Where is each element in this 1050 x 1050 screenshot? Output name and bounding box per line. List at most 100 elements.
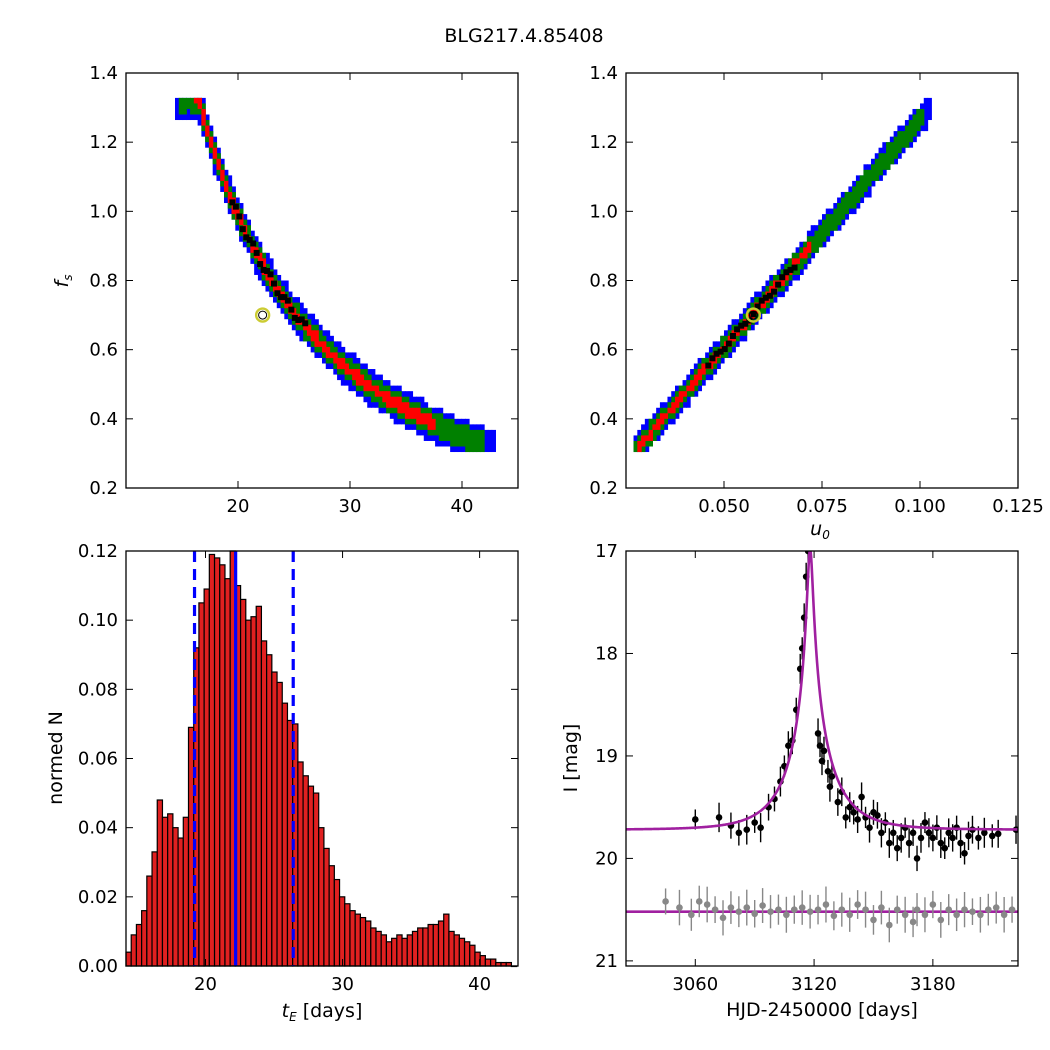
fs-vs-te-panel: 20 30 40 0.2 0.4 0.6 0.8 1.0 1.2 1.4 fs	[51, 63, 519, 517]
best-chain-cell	[754, 303, 761, 310]
density-cell-1-sigma	[637, 440, 642, 453]
x-tick-label: 3180	[910, 974, 956, 995]
histogram-bar	[463, 941, 471, 967]
density-cell-2-sigma	[178, 97, 184, 115]
density-cell-2-sigma	[465, 424, 470, 453]
te-histogram-bars	[125, 550, 518, 968]
histogram-bar	[198, 602, 205, 967]
data-point	[751, 819, 758, 826]
data-point	[757, 824, 764, 831]
histogram-bar	[469, 944, 476, 967]
histogram-bar	[391, 937, 398, 967]
density-cell-1-sigma	[201, 108, 206, 126]
best-chain-cell	[253, 249, 260, 256]
density-cell-1-sigma	[663, 413, 669, 419]
y-tick-label: 0.8	[89, 271, 118, 292]
light-curve-ticks: 3060 3120 3180 17 18 19 20 21	[595, 541, 1018, 995]
data-point	[828, 773, 836, 780]
density-cell-2-sigma	[829, 214, 834, 231]
density-cell-1-sigma	[337, 357, 342, 370]
histogram-bar	[364, 920, 372, 967]
density-cell-2-sigma	[893, 136, 898, 159]
x-tick-label: 0.100	[894, 496, 946, 517]
density-cell-2-sigma	[901, 131, 906, 148]
light-curve-inner	[626, 551, 1018, 943]
fs-vs-u0-panel: 0.050 0.075 0.100 0.125 0.2 0.4 0.6 0.8 1.0 1.2 1.…	[589, 63, 1043, 542]
density-cell-2-sigma	[825, 214, 831, 237]
baseline-point	[921, 911, 929, 919]
data-point	[929, 834, 937, 842]
density-cell-2-sigma	[461, 424, 466, 447]
density-cell-1-sigma	[291, 308, 297, 320]
density-cell-3-sigma	[491, 429, 496, 453]
data-point	[858, 793, 865, 801]
data-point	[785, 742, 792, 749]
histogram-bar	[130, 934, 138, 967]
density-cell-2-sigma	[818, 225, 823, 248]
density-cell-1-sigma	[382, 391, 387, 403]
density-cell-2-sigma	[904, 125, 910, 148]
y-tick-label: 1.0	[89, 201, 118, 222]
density-cell-1-sigma	[314, 330, 319, 347]
histogram-bar	[427, 923, 434, 967]
density-cell-1-sigma	[239, 214, 244, 226]
data-point	[691, 816, 699, 823]
model-curve	[626, 551, 1018, 831]
fs-vs-te-ticks: 20 30 40 0.2 0.4 0.6 0.8 1.0 1.2 1.4	[89, 63, 518, 517]
density-cell-2-sigma	[633, 440, 638, 453]
baseline-point	[846, 911, 854, 919]
te-histogram-ylabel: normed N	[45, 711, 67, 805]
density-cell-1-sigma	[344, 363, 349, 375]
fs-vs-u0-ticks: 0.050 0.075 0.100 0.125 0.2 0.4 0.6 0.8 1.0 1.2 1.…	[589, 63, 1043, 517]
histogram-bar	[177, 837, 184, 967]
x-tick-label: 40	[451, 496, 474, 517]
data-point	[965, 832, 972, 840]
x-tick-label: 0.125	[992, 496, 1044, 517]
baseline-point	[913, 906, 921, 913]
density-cell-2-sigma	[882, 153, 887, 170]
histogram-bar	[297, 761, 304, 967]
fs-vs-te-ylabel: fs	[51, 275, 75, 288]
data-point	[842, 814, 850, 821]
density-cell-2-sigma	[863, 169, 868, 192]
density-cell-1-sigma	[690, 380, 695, 392]
baseline-point	[662, 898, 669, 905]
data-point	[909, 829, 917, 837]
density-cell-2-sigma	[476, 429, 481, 453]
histogram-bar	[437, 920, 445, 967]
density-cell-3-sigma	[175, 97, 180, 121]
best-chain-cell	[236, 213, 243, 220]
light-curve-frame	[625, 550, 1019, 967]
x-tick-label: 0.050	[698, 496, 750, 517]
y-tick-label: 21	[595, 951, 618, 972]
density-cell-2-sigma	[453, 424, 459, 447]
baseline-point	[783, 911, 790, 919]
best-chain-cell	[298, 316, 305, 323]
histogram-bar	[349, 910, 356, 967]
density-cell-1-sigma	[393, 396, 398, 408]
y-tick-label: 0.06	[78, 749, 118, 770]
baseline-point	[945, 906, 953, 913]
density-cell-1-sigma	[205, 125, 210, 137]
best-chain-cell	[758, 297, 765, 304]
best-chain-cell	[717, 348, 724, 355]
y-tick-label: 0.4	[89, 409, 118, 430]
histogram-bar	[307, 785, 315, 967]
best-chain-cell	[734, 326, 741, 333]
density-cell-2-sigma	[318, 330, 323, 353]
baseline-point	[767, 908, 774, 915]
histogram-bar	[250, 616, 257, 967]
density-cell-1-sigma	[224, 180, 229, 192]
density-cell-1-sigma	[795, 258, 800, 264]
histogram-bar	[328, 865, 335, 967]
density-cell-1-sigma	[352, 369, 357, 381]
baseline-point	[735, 908, 743, 915]
histogram-bar	[182, 816, 190, 967]
histogram-bar	[203, 588, 210, 967]
y-tick-label: 0.2	[89, 478, 118, 499]
density-cell-2-sigma	[908, 120, 914, 143]
density-cell-2-sigma	[840, 197, 846, 220]
data-point	[893, 844, 901, 852]
data-point	[917, 834, 925, 842]
